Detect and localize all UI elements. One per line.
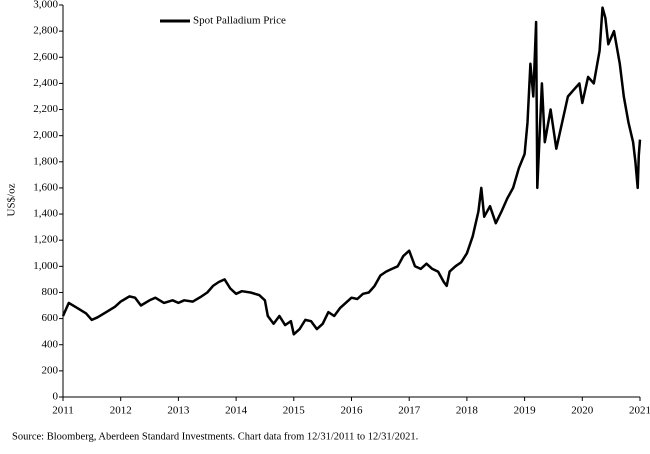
x-tick-label: 2015: [283, 405, 306, 417]
y-tick-label: 2,400: [33, 77, 58, 89]
y-tick-label: 1,200: [33, 234, 58, 246]
x-tick-label: 2014: [225, 405, 248, 417]
x-tick-label: 2021: [629, 405, 650, 417]
y-tick-label: 1,600: [33, 181, 58, 193]
x-tick-label: 2011: [52, 405, 74, 417]
source-note: Source: Bloomberg, Aberdeen Standard Inv…: [12, 431, 418, 442]
legend-label: Spot Palladium Price: [193, 15, 286, 27]
y-tick-label: 1,400: [33, 208, 58, 220]
y-tick-label: 400: [42, 338, 59, 350]
y-tick-label: 600: [42, 312, 59, 324]
price-line: [61, 6, 642, 336]
y-axis-label: US$/oz: [6, 183, 18, 216]
y-tick-label: 2,800: [33, 25, 58, 37]
x-tick-label: 2018: [456, 405, 479, 417]
x-tick-label: 2020: [571, 405, 594, 417]
y-tick-label: 2,200: [33, 103, 58, 115]
y-tick-label: 2,000: [33, 129, 58, 141]
y-tick-label: 1,800: [33, 155, 58, 167]
x-tick-label: 2013: [167, 405, 190, 417]
x-tick-label: 2012: [110, 405, 132, 417]
x-tick-label: 2017: [398, 405, 421, 417]
y-tick-label: 1,000: [33, 260, 58, 272]
y-tick-label: 200: [42, 364, 59, 376]
y-tick-label: 0: [53, 391, 59, 403]
y-tick-label: 800: [42, 286, 59, 298]
x-tick-label: 2019: [514, 405, 537, 417]
y-tick-label: 3,000: [33, 0, 58, 11]
x-tick-label: 2016: [341, 405, 364, 417]
y-tick-label: 2,600: [33, 51, 58, 63]
